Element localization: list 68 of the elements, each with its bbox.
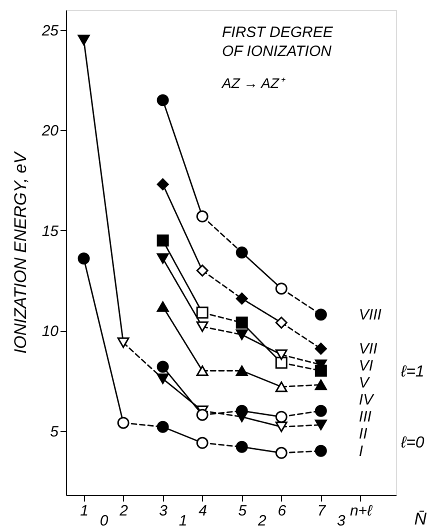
point xyxy=(314,308,327,321)
point xyxy=(275,381,288,392)
point xyxy=(236,440,248,453)
point xyxy=(314,404,327,417)
x-tick-label: 6 xyxy=(278,502,287,520)
text: I xyxy=(358,442,364,460)
point xyxy=(236,292,248,305)
point xyxy=(236,404,248,417)
point xyxy=(196,264,208,277)
x-tick-label: 5 xyxy=(238,502,248,520)
y-tick-label: 25 xyxy=(40,22,60,40)
x-tick-label: 2 xyxy=(118,502,129,520)
point xyxy=(156,420,169,433)
point xyxy=(156,234,169,246)
point xyxy=(314,379,327,390)
text: FIRST DEGREE OF IONIZATION xyxy=(222,24,334,60)
text: VI xyxy=(358,358,374,375)
point xyxy=(196,365,208,376)
point xyxy=(314,420,327,430)
point xyxy=(156,360,169,373)
y-axis-title: IONIZATION ENERGY, eV xyxy=(10,150,30,354)
text: ℓ=0 xyxy=(400,434,424,452)
point xyxy=(78,34,90,46)
point xyxy=(275,316,288,329)
x-tick-label: 7 xyxy=(317,502,326,520)
point xyxy=(156,373,169,384)
text: II xyxy=(358,426,368,443)
point xyxy=(314,342,327,355)
point xyxy=(275,422,288,432)
text: AZ → AZ⁺ xyxy=(221,75,286,91)
point xyxy=(156,253,169,264)
point xyxy=(196,408,208,421)
point xyxy=(236,365,248,376)
text: IV xyxy=(358,392,376,409)
point xyxy=(314,444,327,457)
point xyxy=(78,252,90,264)
point xyxy=(275,349,288,360)
x2-tick-label: 0 xyxy=(100,512,109,530)
x2-axis-title: N̄ xyxy=(414,510,428,528)
x-tick-label: 1 xyxy=(80,502,88,520)
point xyxy=(236,316,248,329)
text: VIII xyxy=(358,306,382,324)
point xyxy=(156,178,169,190)
point xyxy=(275,356,288,369)
point xyxy=(236,329,248,340)
y-tick-label: 10 xyxy=(42,323,60,340)
point xyxy=(275,446,288,459)
x-tick-label: 3 xyxy=(159,502,168,520)
point xyxy=(196,436,208,449)
y-tick-label: 5 xyxy=(50,423,60,440)
point xyxy=(196,321,208,332)
point xyxy=(156,94,169,106)
text: ℓ=1 xyxy=(400,363,424,380)
text: VII xyxy=(358,340,378,358)
text: V xyxy=(358,374,371,392)
point xyxy=(275,410,288,423)
point xyxy=(236,246,248,258)
point xyxy=(117,416,130,429)
point xyxy=(275,282,288,295)
point xyxy=(196,306,208,319)
y-tick-label: 20 xyxy=(40,122,60,140)
text: III xyxy=(358,408,372,426)
point xyxy=(117,337,130,348)
x-tick-label: n+ℓ xyxy=(350,502,374,520)
y-tick-label: 15 xyxy=(42,222,60,240)
point xyxy=(196,210,208,222)
x-tick-label: 4 xyxy=(198,502,208,520)
point xyxy=(156,301,169,312)
